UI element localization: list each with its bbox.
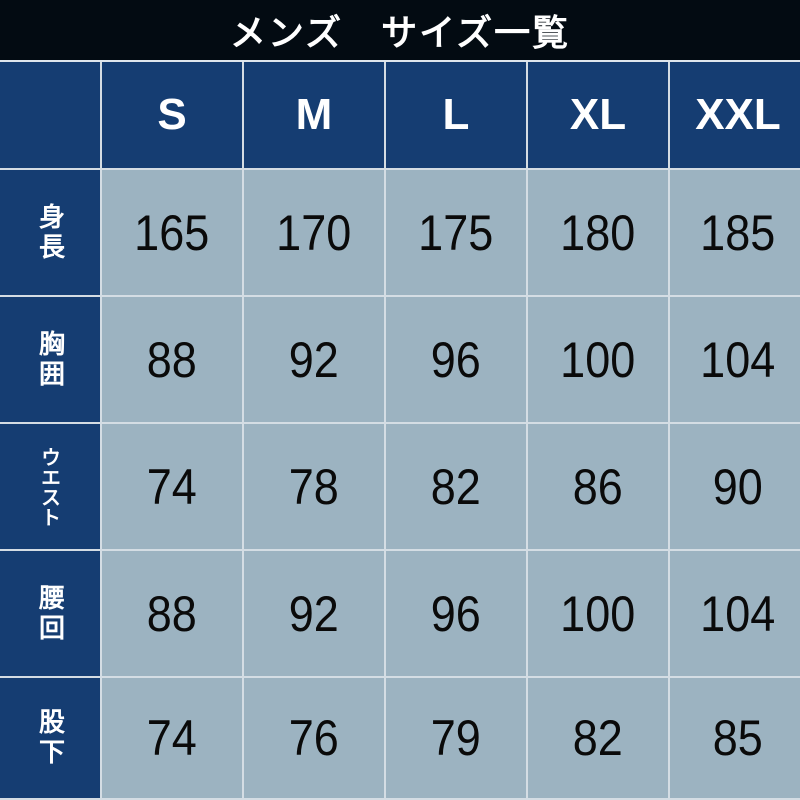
- cell-value: 92: [288, 585, 340, 642]
- table-cell: 100: [528, 297, 668, 422]
- column-header-s: S: [102, 62, 242, 168]
- cell-value: 100: [560, 331, 636, 388]
- row-label: 胸囲: [0, 297, 100, 422]
- row-label: 腰回: [0, 551, 100, 676]
- table-cell: 104: [670, 297, 800, 422]
- cell-value: 85: [712, 710, 764, 766]
- table-cell: 185: [670, 170, 800, 295]
- table-cell: 82: [528, 678, 668, 798]
- cell-value: 180: [560, 204, 636, 261]
- table-cell: 92: [244, 551, 384, 676]
- table-cell: 74: [102, 678, 242, 798]
- table-cell: 170: [244, 170, 384, 295]
- cell-value: 104: [700, 331, 776, 388]
- table-cell: 165: [102, 170, 242, 295]
- table-cell: 82: [386, 424, 526, 549]
- row-label: 身長: [0, 170, 100, 295]
- table-cell: 92: [244, 297, 384, 422]
- table-cell: 96: [386, 297, 526, 422]
- table-cell: 96: [386, 551, 526, 676]
- cell-value: 90: [712, 458, 764, 515]
- cell-value: 96: [430, 585, 482, 642]
- cell-value: 79: [430, 710, 482, 766]
- column-header-xl: XL: [528, 62, 668, 168]
- cell-value: 185: [700, 204, 776, 261]
- cell-value: 175: [418, 204, 494, 261]
- column-header-m: M: [244, 62, 384, 168]
- cell-value: 74: [146, 458, 198, 515]
- cell-value: 82: [572, 710, 624, 766]
- cell-value: 82: [430, 458, 482, 515]
- row-label: 股下: [0, 678, 100, 798]
- cell-value: 104: [700, 585, 776, 642]
- table-cell: 88: [102, 551, 242, 676]
- table-cell: 180: [528, 170, 668, 295]
- table-cell: 104: [670, 551, 800, 676]
- cell-value: 96: [430, 331, 482, 388]
- column-header-xxl: XXL: [670, 62, 800, 168]
- table-cell: 74: [102, 424, 242, 549]
- table-cell: 175: [386, 170, 526, 295]
- table-corner: [0, 62, 100, 168]
- table-cell: 88: [102, 297, 242, 422]
- row-label: ウエスト: [0, 424, 100, 549]
- cell-value: 165: [134, 204, 210, 261]
- size-table: S M L XL XXL 身長 165 170 175 180 185 胸囲 88 92 96 100 104 ウ…: [0, 62, 800, 800]
- cell-value: 76: [288, 710, 340, 766]
- cell-value: 100: [560, 585, 636, 642]
- page-title: メンズ サイズ一覧: [0, 0, 800, 60]
- cell-value: 88: [146, 585, 198, 642]
- column-header-l: L: [386, 62, 526, 168]
- table-cell: 76: [244, 678, 384, 798]
- cell-value: 78: [288, 458, 340, 515]
- table-cell: 90: [670, 424, 800, 549]
- table-cell: 86: [528, 424, 668, 549]
- cell-value: 170: [276, 204, 352, 261]
- table-cell: 79: [386, 678, 526, 798]
- cell-value: 74: [146, 710, 198, 766]
- cell-value: 92: [288, 331, 340, 388]
- table-cell: 85: [670, 678, 800, 798]
- table-cell: 100: [528, 551, 668, 676]
- cell-value: 88: [146, 331, 198, 388]
- table-cell: 78: [244, 424, 384, 549]
- cell-value: 86: [572, 458, 624, 515]
